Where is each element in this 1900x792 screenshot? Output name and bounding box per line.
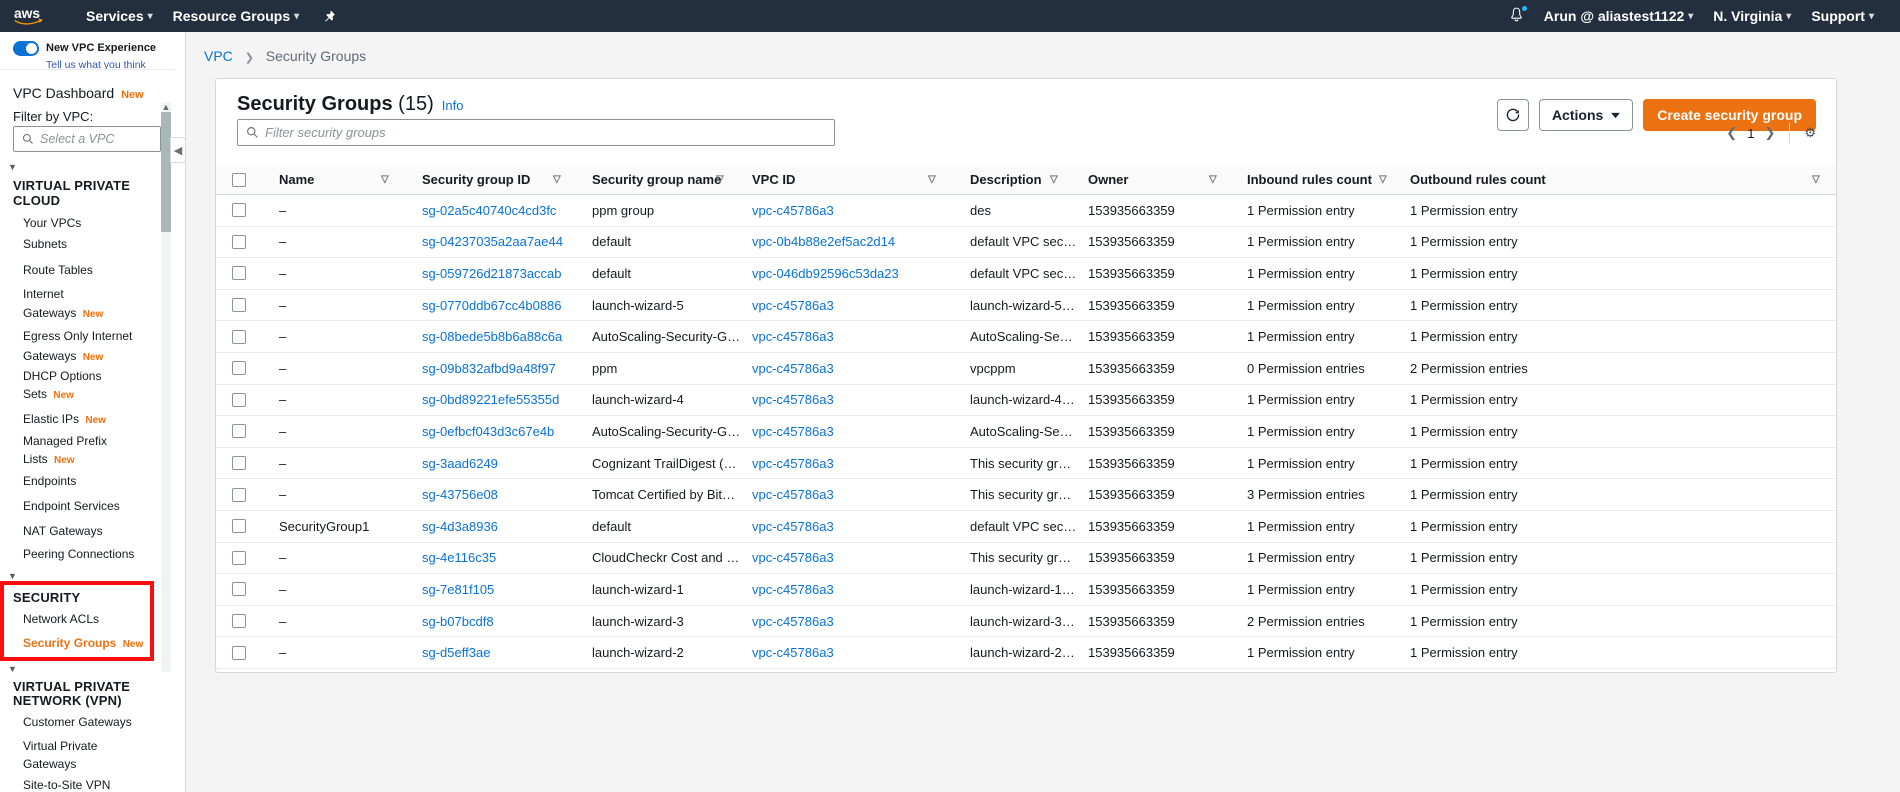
svg-text:aws: aws [14,6,40,21]
